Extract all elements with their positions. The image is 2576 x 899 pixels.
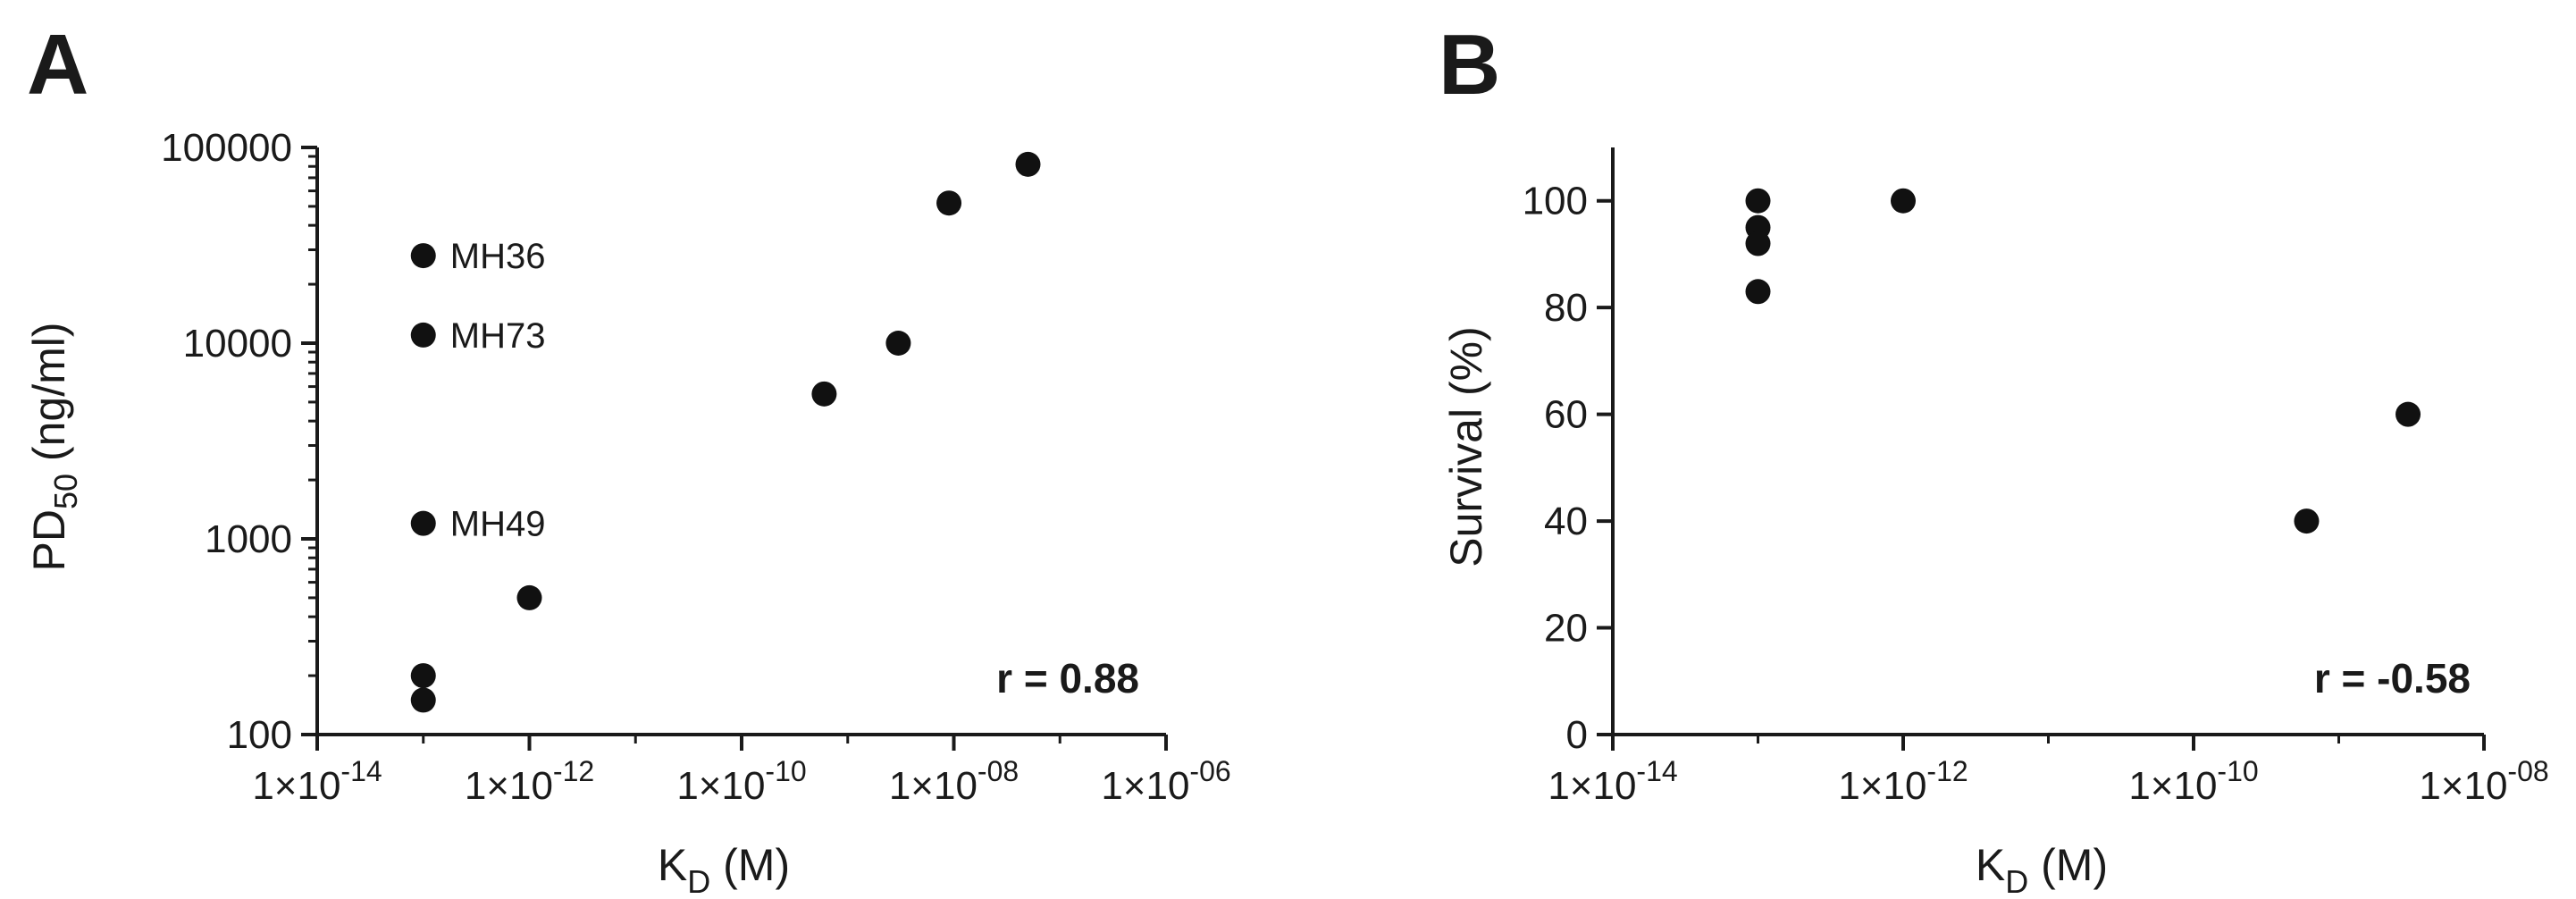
panel-a-x-axis-title: KD (M)	[658, 840, 790, 899]
y-tick-label: 20	[1544, 607, 1588, 651]
y-tick-label: 100000	[161, 126, 292, 170]
x-tick-label: 1×10-12	[1838, 755, 1968, 808]
data-point	[811, 381, 837, 407]
panel-a-points: MH36 MH73 MH49	[410, 151, 1041, 713]
y-tick-label: 0	[1566, 713, 1588, 757]
data-point	[410, 663, 436, 689]
data-point	[1745, 279, 1771, 305]
panel-b-points	[1745, 188, 2421, 534]
x-tick-label: 1×10-14	[252, 755, 382, 808]
x-tick-label: 1×10-12	[465, 755, 594, 808]
panel-a-y-axis-title: PD50 (ng/ml)	[24, 323, 84, 572]
x-tick-label: 1×10-14	[1548, 755, 1677, 808]
panel-b-correlation: r = -0.58	[2314, 655, 2471, 702]
x-tick-label: 1×10-10	[2128, 755, 2258, 808]
data-point	[516, 584, 542, 610]
point-label: MH73	[450, 316, 546, 356]
data-point	[1891, 188, 1916, 214]
panel-a-correlation: r = 0.88	[996, 655, 1139, 702]
y-tick-label: 100	[1523, 180, 1588, 223]
data-point	[1745, 188, 1771, 214]
data-point	[885, 331, 911, 356]
data-point	[2396, 401, 2421, 427]
x-tick-label: 1×10-06	[1101, 755, 1230, 808]
data-point	[936, 190, 962, 216]
y-tick-label: 60	[1544, 393, 1588, 437]
panel-b-x-axis-title: KD (M)	[1976, 840, 2108, 899]
panel-b-letter: B	[1439, 17, 1500, 113]
point-label: MH49	[450, 505, 546, 544]
x-tick-label: 1×10-10	[676, 755, 806, 808]
data-point	[2294, 508, 2320, 534]
y-tick-label: 1000	[205, 517, 292, 561]
data-point	[410, 687, 436, 713]
x-tick-label: 1×10-08	[889, 755, 1019, 808]
panel-b-y-axis-title: Survival (%)	[1441, 326, 1491, 567]
panel-a-letter: A	[27, 17, 88, 113]
data-point	[1015, 151, 1041, 177]
y-tick-label: 40	[1544, 500, 1588, 543]
panel-a-axes	[315, 147, 1166, 736]
y-tick-label: 100	[227, 713, 292, 757]
point-label: MH36	[450, 237, 546, 276]
data-point	[1745, 231, 1771, 256]
data-point	[410, 243, 436, 269]
data-point	[410, 510, 436, 536]
y-tick-label: 10000	[183, 322, 292, 365]
panel-b-axes	[1611, 147, 2484, 736]
y-tick-label: 80	[1544, 286, 1588, 330]
panel-a-x-ticks: 1×10-14 1×10-12 1×10-10 1×10-08 1×10-06	[252, 735, 1231, 808]
data-point	[410, 322, 436, 348]
panel-b-y-ticks: 0 20 40 60 80 100	[1523, 180, 1613, 757]
panel-b-x-ticks: 1×10-14 1×10-12 1×10-10 1×10-08	[1548, 735, 2549, 808]
x-tick-label: 1×10-08	[2419, 755, 2548, 808]
panel-a-y-ticks: 100 1000 10000 100000	[161, 126, 317, 757]
